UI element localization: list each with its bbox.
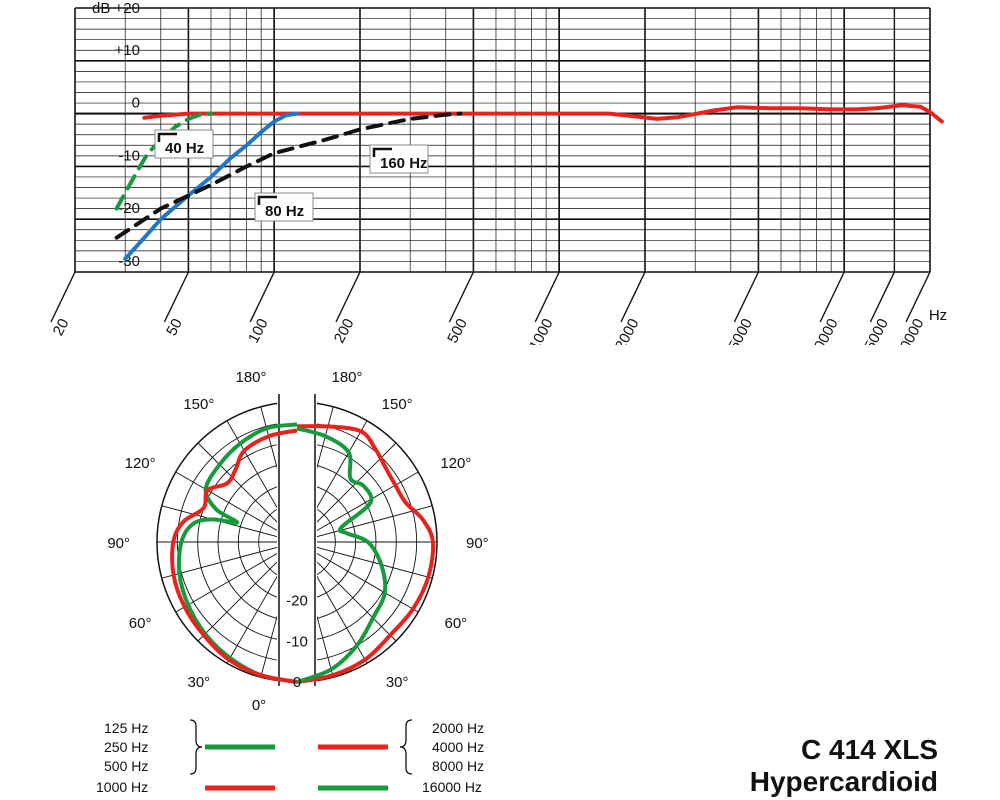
legend-brace-left [189,719,203,775]
y-tick-label: -20 [118,200,140,217]
x-tick-line [733,271,760,323]
polar-curve-left-1 [170,428,298,684]
polar-curve-right-1 [296,426,388,684]
polar-pattern-name: Hypercardioid [749,766,938,797]
x-tick-line [163,271,190,323]
polar-radial-label: -20 [286,593,308,610]
x-axis-unit-label: Hz [929,307,947,324]
highpass-filter-icon [157,132,177,142]
legend-label-8000hz: 8000 Hz [432,758,485,774]
x-tick-line [50,271,76,323]
polar-spoke [314,546,433,579]
x-tick-label: 20 [50,316,73,339]
polar-spoke [312,550,419,613]
legend-label-250hz: 250 Hz [104,739,149,755]
legend-brace-right [399,719,413,775]
polar-spoke [197,442,285,530]
y-tick-label: dB +20 [92,0,140,17]
series-line-80hz [123,111,299,261]
polar-angle-label-left: 30° [187,674,210,691]
series-line-main [142,103,944,124]
polar-angle-label-left: 120° [125,455,156,472]
x-tick-label: 50 [163,316,186,339]
x-tick-line [534,271,560,323]
polar-angle-label-left: 60° [129,615,152,632]
legend-label-2000hz: 2000 Hz [432,720,485,736]
polar-center-gap [277,394,317,690]
x-tick-line [335,271,361,323]
polar-spoke [161,546,280,579]
polar-angle-label-right: 90° [466,535,489,552]
polar-angle-label-left: 180° [235,369,266,386]
highpass-filter-icon [372,147,392,157]
polar-angle-label-left: 0° [252,697,266,714]
polar-angle-label-left: 150° [183,396,214,413]
polar-curve-right-0 [296,424,436,684]
filter-label-text: 160 Hz [380,155,428,172]
polar-angle-label-right: 180° [331,369,362,386]
series-line-160hz [114,111,463,240]
model-title: C 414 XLS Hypercardioid [750,734,938,798]
x-tick-line [620,271,646,323]
y-tick-label: -30 [118,253,140,270]
polar-spoke [197,554,285,642]
legend-label-125hz: 125 Hz [104,720,149,736]
legend-label-4000hz: 4000 Hz [432,739,485,755]
x-tick-line [448,271,475,323]
polar-spoke [309,554,397,642]
polar-spoke [175,471,282,534]
polar-angle-label-right: 120° [440,455,471,472]
filter-label-text: 40 Hz [165,140,204,157]
x-tick-line [905,271,931,323]
polar-angle-label-left: 90° [107,535,130,552]
polar-angle-label-right: 60° [445,615,468,632]
legend-label-500hz: 500 Hz [104,758,149,774]
polar-spoke [312,471,419,534]
polar-radial-label: 0 [293,674,301,691]
filter-label-text: 80 Hz [265,203,304,220]
y-tick-label: -10 [118,147,140,164]
x-tick-line [249,271,275,323]
polar-angle-label-right: 150° [382,396,413,413]
highpass-filter-icon [257,195,277,205]
model-name: C 414 XLS [801,734,938,765]
y-tick-label: 0 [132,95,140,112]
polar-angle-label-right: 30° [386,674,409,691]
y-tick-label: +10 [115,42,140,59]
legend-label-1000hz: 1000 Hz [96,779,149,795]
polar-spoke [175,550,282,613]
polar-radial-label: -10 [286,633,308,650]
legend-label-16000hz: 16000 Hz [422,779,482,795]
x-tick-line [869,271,896,323]
x-tick-line [819,271,845,323]
